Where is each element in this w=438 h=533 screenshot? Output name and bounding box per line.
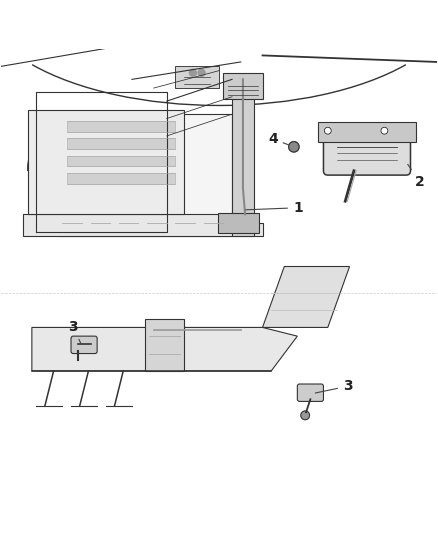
Text: 4: 4 bbox=[268, 132, 291, 146]
FancyBboxPatch shape bbox=[58, 114, 232, 236]
Polygon shape bbox=[176, 66, 219, 88]
FancyBboxPatch shape bbox=[218, 213, 259, 232]
FancyBboxPatch shape bbox=[297, 384, 323, 401]
Polygon shape bbox=[23, 214, 262, 236]
FancyBboxPatch shape bbox=[323, 123, 410, 175]
Text: 2: 2 bbox=[408, 164, 424, 189]
Circle shape bbox=[198, 69, 205, 76]
Polygon shape bbox=[262, 266, 350, 327]
FancyBboxPatch shape bbox=[318, 122, 416, 142]
Circle shape bbox=[324, 127, 331, 134]
Circle shape bbox=[189, 69, 196, 76]
Circle shape bbox=[381, 127, 388, 134]
Polygon shape bbox=[232, 79, 254, 236]
FancyBboxPatch shape bbox=[28, 110, 184, 214]
FancyBboxPatch shape bbox=[223, 73, 262, 99]
Text: 3: 3 bbox=[315, 379, 353, 393]
Polygon shape bbox=[145, 319, 184, 371]
Wedge shape bbox=[28, 132, 106, 171]
Polygon shape bbox=[32, 327, 297, 371]
Text: 3: 3 bbox=[68, 320, 81, 343]
Text: 1: 1 bbox=[246, 201, 303, 215]
Circle shape bbox=[289, 142, 299, 152]
FancyBboxPatch shape bbox=[71, 336, 97, 353]
Circle shape bbox=[301, 411, 310, 419]
